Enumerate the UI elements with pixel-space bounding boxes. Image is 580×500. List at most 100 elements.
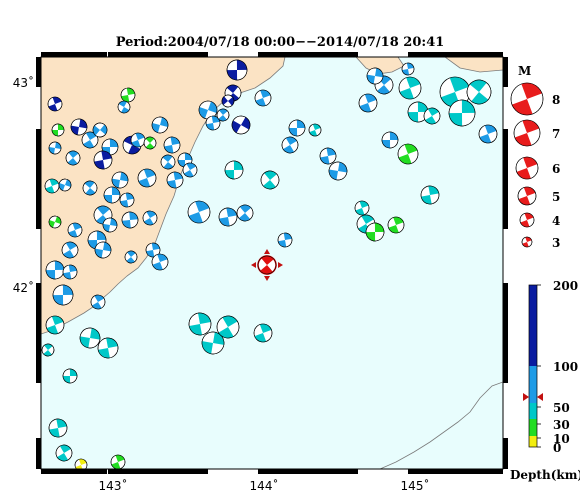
magnitude-legend-label: 7 [552,127,560,141]
lon-label: 144˚ [250,478,279,493]
depth-scale-title: Depth(km) [510,468,580,482]
frame-tick [503,129,508,229]
focal-mechanism [198,100,218,120]
frame-tick [36,438,41,469]
focal-mechanism [90,294,106,310]
depth-scale-tick-label: 10 [553,432,570,446]
focal-mechanism [218,207,238,227]
focal-mechanism [62,368,78,384]
focal-mechanism [143,136,157,150]
focal-mechanism [58,178,72,192]
depth-scale-tick-label: 50 [553,401,570,415]
focal-mechanism [166,171,184,189]
magnitude-legend-symbol [519,212,535,228]
frame-tick [503,283,508,383]
focal-mechanisms [41,59,498,469]
depth-scale-tick-label: 0 [553,441,561,455]
focal-mechanism [79,327,101,349]
focal-mechanism [254,89,272,107]
frame-tick [503,57,508,87]
focal-mechanism [221,94,235,108]
focal-mechanism [160,154,176,170]
focal-mechanism [117,100,131,114]
focal-mechanism [354,200,370,216]
focal-mechanism [92,122,108,138]
main-event-mechanism[interactable] [251,249,283,281]
magnitude-legend-label: 3 [552,236,560,250]
focal-mechanism [70,118,88,136]
focal-mechanism [151,116,169,134]
frame-tick [108,52,208,57]
magnitude-legend-label: 5 [552,190,560,204]
focal-mechanism [97,337,119,359]
magnitude-legend-title: M [518,64,531,78]
focal-mechanism [187,200,211,224]
map-frame [36,52,508,474]
focal-mechanism [397,143,419,165]
focal-mechanism [448,99,476,127]
focal-mechanism [216,315,240,339]
frame-tick [41,469,107,474]
focal-mechanism [61,241,79,259]
focal-mechanism [288,119,306,137]
magnitude-legend-symbol [513,119,541,147]
focal-mechanism [119,192,135,208]
focal-mechanism [51,123,65,137]
focal-mechanism [163,136,181,154]
lat-label: 43˚ [13,75,34,90]
focal-mechanism [319,147,337,165]
focal-mechanism [182,162,198,178]
focal-mechanism [45,315,65,335]
lon-label: 143˚ [99,478,128,493]
focal-mechanism [67,222,83,238]
focal-mechanism [365,222,385,242]
focal-mechanism [52,284,74,306]
focal-mechanism [121,211,139,229]
magnitude-legend-symbol [517,186,537,206]
focal-mechanism [253,323,273,343]
frame-tick [41,52,107,57]
depth-scale-segment [529,419,537,436]
focal-mechanism [65,150,81,166]
focal-mechanism [358,93,378,113]
magnitude-legend-label: 6 [552,162,560,176]
focal-mechanism [142,210,158,226]
focal-mechanism [466,79,492,105]
focal-mechanism [151,253,169,271]
focal-mechanism [124,250,138,264]
magnitude-legend-symbol [510,82,544,116]
focal-mechanism [328,161,348,181]
frame-tick [408,469,503,474]
focal-mechanism [130,132,146,148]
lat-label: 42˚ [13,280,34,295]
focal-mechanism [188,312,212,336]
depth-scale-segment [529,285,537,366]
trench-line [379,381,503,469]
focal-mechanism [44,178,60,194]
focal-mechanism [47,96,63,112]
depth-scale-tick-label: 30 [553,418,570,432]
main-event-marker [264,276,270,281]
focal-mechanism [103,186,121,204]
frame-tick [258,469,358,474]
focal-mechanism [478,124,498,144]
focal-mechanism [201,331,225,355]
focal-mechanism [41,343,55,357]
island [444,57,503,73]
focal-mechanism [93,150,113,170]
main-event-marker [278,262,283,268]
frame-tick [36,129,41,229]
focal-mechanism [420,185,440,205]
focal-mechanism [236,204,254,222]
focal-mechanism [366,67,384,85]
frame-tick [36,283,41,383]
focal-mechanism [226,59,248,81]
frame-tick [108,469,208,474]
focal-mechanism [82,180,98,196]
focal-mechanism [387,216,405,234]
focal-mechanism [48,418,68,438]
depth-scale-tick-label: 100 [553,360,578,374]
depth-scale-segment [529,366,537,403]
